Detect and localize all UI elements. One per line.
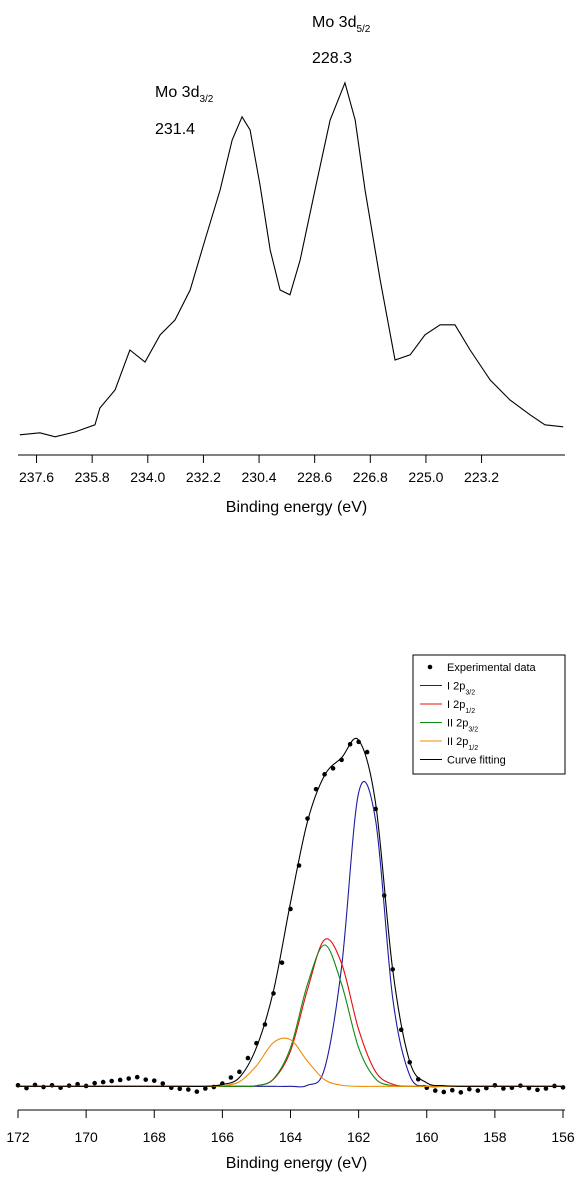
x-tick-label: 162 <box>347 1129 371 1145</box>
data-point <box>24 1085 29 1091</box>
data-point <box>441 1089 447 1095</box>
spectrum-line <box>17 938 563 1088</box>
data-point <box>194 1089 200 1094</box>
data-point <box>160 1081 166 1086</box>
legend-entry-subscript: 3/2 <box>468 727 478 734</box>
data-point <box>66 1083 72 1088</box>
legend-entry: I 2p1/2 <box>447 699 475 715</box>
spectrum-line <box>17 944 563 1087</box>
data-point <box>475 1088 481 1093</box>
data-point <box>492 1082 498 1088</box>
legend-entry: Curve fitting <box>447 755 506 767</box>
data-point <box>203 1086 208 1091</box>
data-point <box>245 1055 251 1061</box>
spectrum-line <box>17 780 563 1088</box>
legend-entry: II 2p1/2 <box>447 736 478 752</box>
legend-entry: II 2p3/2 <box>447 718 478 734</box>
data-point <box>143 1077 149 1082</box>
data-point <box>126 1076 132 1081</box>
data-point <box>501 1086 506 1091</box>
legend-entry-subscript: 1/2 <box>465 708 475 715</box>
data-point <box>458 1090 464 1095</box>
x-tick-label: 223.2 <box>464 469 499 485</box>
data-point <box>15 1082 21 1088</box>
x-tick-label: 160 <box>415 1129 439 1145</box>
legend-entry-subscript: 3/2 <box>465 690 475 697</box>
x-tick-label: 237.6 <box>19 469 54 485</box>
data-point <box>330 766 336 771</box>
x-tick-label: 225.0 <box>408 469 443 485</box>
x-tick-label: 228.6 <box>297 469 332 485</box>
legend-entry-main: Experimental data <box>447 662 537 674</box>
data-point <box>177 1086 183 1092</box>
data-point <box>432 1088 438 1093</box>
peak-annotation-subscript: 5/2 <box>356 24 370 35</box>
data-point <box>484 1085 489 1091</box>
data-point <box>109 1078 114 1084</box>
legend-entry: Experimental data <box>447 662 537 674</box>
spectrum-line <box>19 81 564 438</box>
x-tick-label: 170 <box>74 1129 98 1145</box>
x-axis-title: Binding energy (eV) <box>226 499 367 516</box>
x-tick-label: 230.4 <box>242 469 277 485</box>
spectrum-line <box>17 737 563 1088</box>
data-point <box>356 739 361 745</box>
data-point <box>186 1087 191 1092</box>
data-point <box>518 1083 523 1088</box>
data-point <box>237 1069 242 1075</box>
data-point <box>49 1082 55 1088</box>
data-point <box>535 1087 540 1093</box>
x-tick-label: 168 <box>143 1129 167 1145</box>
data-point <box>543 1086 549 1091</box>
spectrum-line <box>17 1037 563 1087</box>
x-tick-label: 164 <box>279 1129 303 1145</box>
legend-symbol <box>427 664 433 670</box>
data-point <box>134 1074 140 1080</box>
data-point <box>228 1075 234 1080</box>
peak-annotation: Mo 3d5/2 <box>312 14 371 35</box>
legend-box <box>412 654 566 775</box>
legend-entry-main: II 2p <box>447 718 468 730</box>
peak-annotation-subscript: 3/2 <box>199 94 213 105</box>
legend-entry-main: I 2p <box>447 699 465 711</box>
peak-position: 231.4 <box>155 121 195 138</box>
x-axis-title: Binding energy (eV) <box>226 1155 367 1172</box>
data-point <box>92 1080 97 1086</box>
data-point <box>526 1085 532 1091</box>
data-point <box>41 1084 46 1090</box>
peak-annotation: Mo 3d3/2 <box>155 84 214 105</box>
data-point <box>279 960 285 965</box>
data-point <box>117 1077 123 1083</box>
x-tick-label: 158 <box>483 1129 507 1145</box>
legend-entry: I 2p3/2 <box>447 681 475 697</box>
data-point <box>364 749 370 755</box>
data-point <box>100 1079 106 1085</box>
data-point <box>151 1078 157 1083</box>
data-point <box>449 1087 455 1093</box>
peak-position: 228.3 <box>312 50 352 67</box>
x-tick-label: 235.8 <box>75 469 110 485</box>
peak-annotation-main: Mo 3d <box>155 84 199 101</box>
x-tick-label: 166 <box>211 1129 235 1145</box>
x-tick-label: 226.8 <box>353 469 388 485</box>
legend-entry-main: II 2p <box>447 736 468 748</box>
peak-annotation-main: Mo 3d <box>312 14 356 31</box>
x-tick-label: 232.2 <box>186 469 221 485</box>
x-tick-label: 172 <box>6 1129 30 1145</box>
legend-entry-main: Curve fitting <box>447 755 506 767</box>
x-tick-label: 234.0 <box>130 469 165 485</box>
data-point <box>467 1086 472 1092</box>
legend-entry-subscript: 1/2 <box>468 745 478 752</box>
x-tick-label: 156 <box>551 1129 575 1145</box>
data-point <box>75 1081 80 1087</box>
legend-entry-main: I 2p <box>447 681 465 693</box>
